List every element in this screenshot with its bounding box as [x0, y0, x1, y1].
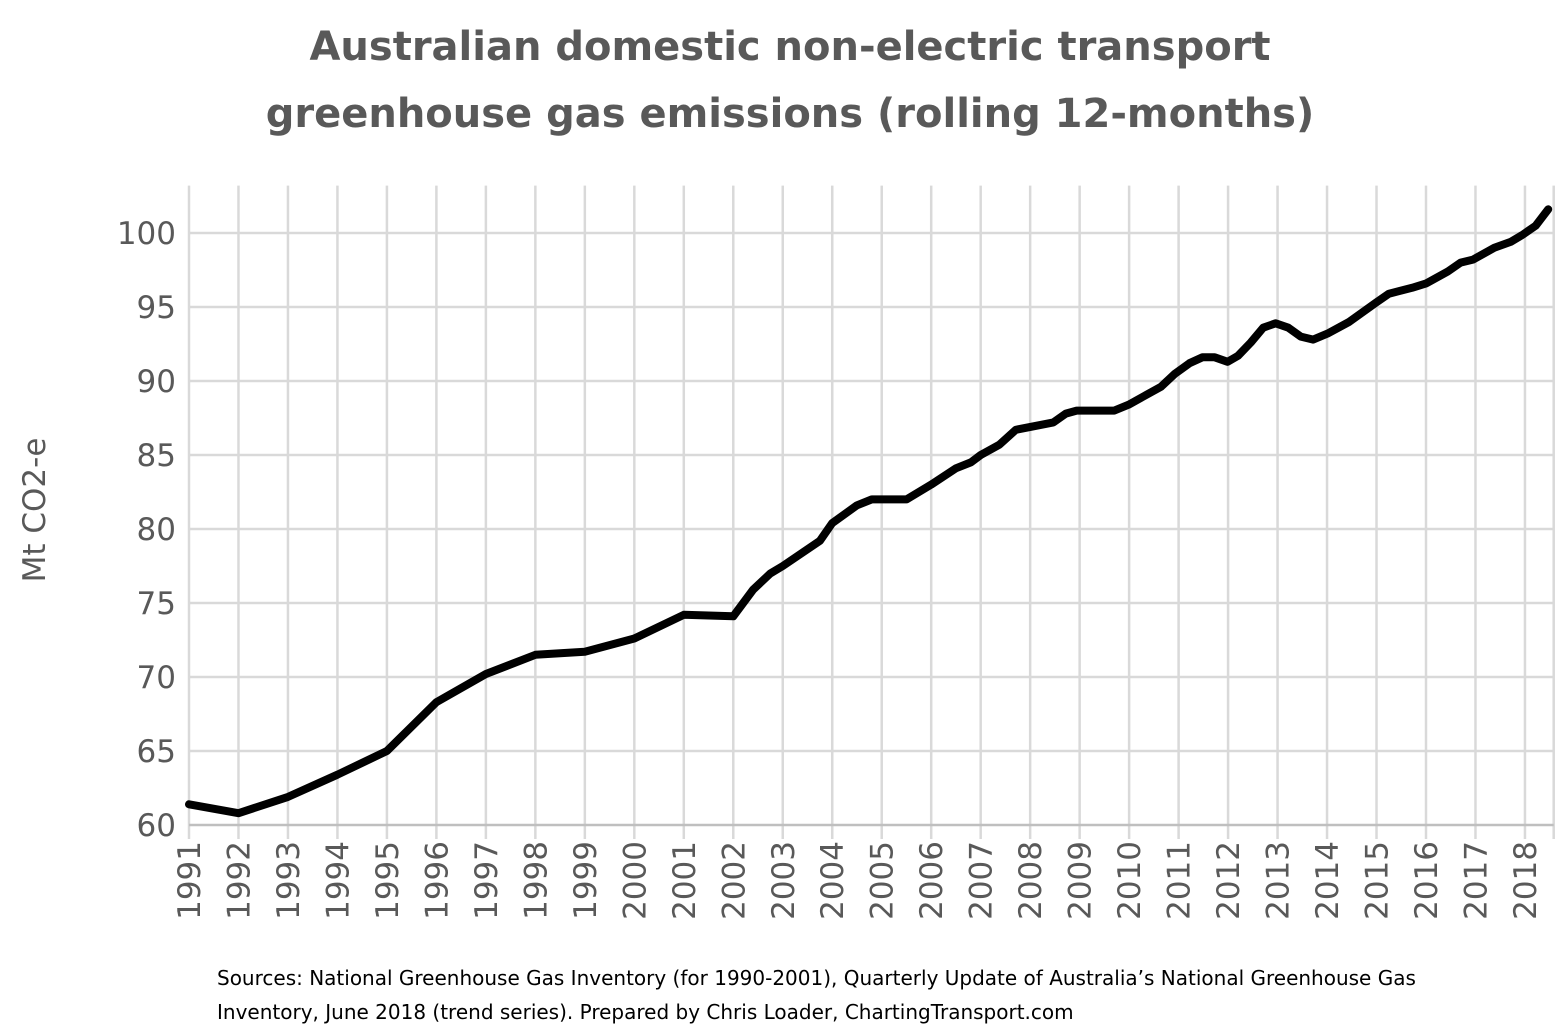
source-note-line-1: Sources: National Greenhouse Gas Invento…: [217, 966, 1416, 990]
x-tick-label: 2007: [964, 841, 1000, 920]
y-tick-label: 95: [137, 290, 176, 326]
x-tick-label: 2017: [1458, 841, 1494, 920]
x-tick-label: 2002: [716, 841, 752, 920]
x-tick-label: 1993: [271, 841, 307, 920]
x-tick-label: 2015: [1360, 841, 1396, 920]
y-tick-label: 65: [137, 734, 176, 770]
x-tick-label: 2011: [1162, 841, 1198, 920]
x-tick-label: 1992: [221, 841, 257, 920]
y-axis-label: Mt CO2-e: [17, 438, 53, 583]
x-tick-label: 2004: [815, 841, 851, 920]
series-group: [185, 205, 1553, 818]
y-tick-label: 85: [137, 438, 176, 474]
y-tick-label: 80: [137, 512, 176, 548]
x-tick-label: 2014: [1310, 841, 1346, 920]
x-tick-label: 2000: [617, 841, 653, 920]
x-tick-label: 2008: [1013, 841, 1049, 920]
x-tick-label: 2005: [865, 841, 901, 920]
x-tick-label: 1995: [370, 841, 406, 920]
gridlines: [187, 185, 1555, 839]
chart-title-line-1: Australian domestic non-electric transpo…: [309, 24, 1270, 70]
x-tick-label: 2018: [1508, 841, 1544, 920]
x-tick-label: 2006: [914, 841, 950, 920]
x-tick-label: 2016: [1409, 841, 1445, 920]
x-tick-label: 1996: [419, 841, 455, 920]
y-tick-label: 75: [137, 586, 176, 622]
x-tick-label: 1997: [469, 841, 505, 920]
x-tick-label: 2001: [667, 841, 703, 920]
x-tick-label: 2009: [1063, 841, 1099, 920]
y-tick-label: 70: [137, 660, 176, 696]
chart-title-line-2: greenhouse gas emissions (rolling 12-mon…: [266, 91, 1315, 137]
y-tick-label: 90: [137, 364, 176, 400]
x-tick-label: 2003: [766, 841, 802, 920]
x-tick-label: 1994: [320, 841, 356, 920]
series-line-emissions: [185, 205, 1553, 818]
x-tick-label: 1999: [568, 841, 604, 920]
x-tick-label: 1991: [172, 841, 208, 920]
y-tick-label: 100: [117, 216, 176, 252]
x-tick-label: 1998: [518, 841, 554, 920]
x-tick-labels: 1991 1992 1993 1994 1995 1996 1997 1998 1999 2000…: [172, 841, 1544, 920]
x-tick-label: 2010: [1112, 841, 1148, 920]
y-tick-labels: 60 65 70 75 80 85 90 95 100: [117, 216, 176, 844]
x-tick-label: 2012: [1211, 841, 1247, 920]
x-tick-label: 2013: [1261, 841, 1297, 920]
y-tick-label: 60: [137, 808, 176, 844]
source-note-line-2: Inventory, June 2018 (trend series). Pre…: [217, 1000, 1074, 1024]
